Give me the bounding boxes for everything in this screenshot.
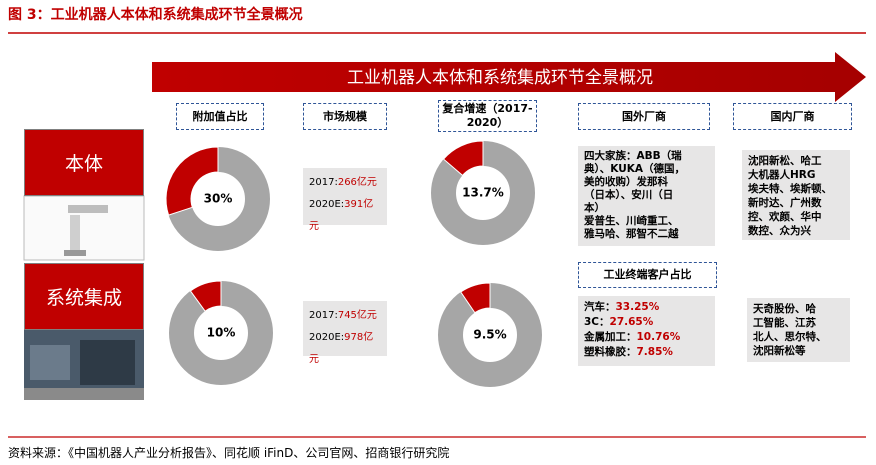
domestic-line: 新时达、广州数	[748, 197, 822, 209]
foreign-line: 典）、KUKA（德国，	[584, 163, 685, 175]
item-label: 汽车：	[584, 301, 616, 313]
foreign-line: 爱普生、川崎重工、	[584, 215, 679, 227]
column-header: 国内厂商	[733, 103, 852, 130]
donut-label: 9.5%	[473, 328, 506, 342]
donut-label: 10%	[207, 326, 236, 340]
customer-line: 3C：27.65%	[584, 315, 709, 330]
robot-image	[23, 195, 145, 261]
item-value: 10.76%	[636, 331, 681, 343]
item-label: 2017:	[309, 310, 338, 321]
banner-text: 工业机器人本体和系统集成环节全景概况	[347, 68, 653, 88]
foreign-line: 四大家族：ABB（瑞	[584, 150, 682, 162]
market-line: 2020E:391亿元	[309, 194, 381, 238]
item-value: 7.85%	[636, 346, 673, 358]
donut-label: 13.7%	[462, 186, 504, 200]
item-label: 2017:	[309, 177, 338, 188]
foreign-line: 美的收购）发那科	[584, 176, 668, 188]
domestic-line: 北人、思尔特、	[753, 331, 827, 343]
domestic-line: 数控、众为兴	[748, 225, 811, 237]
item-value: 27.65%	[609, 316, 654, 328]
customer-line: 塑料橡胶：7.85%	[584, 345, 709, 360]
domestic-line: 沈阳新松等	[753, 345, 806, 357]
donut-slice	[165, 146, 219, 216]
foreign-line: （日本）、安川（日	[584, 189, 674, 201]
domestic-box: 沈阳新松、哈工 大机器人HRG 埃夫特、埃斯顿、 新时达、广州数 控、欢颜、华中 数控、众…	[742, 150, 850, 240]
row-label: 本体	[24, 129, 144, 196]
item-label: 2020E:	[309, 332, 345, 343]
donut-label: 30%	[204, 192, 233, 206]
banner-arrow	[152, 52, 866, 102]
customer-line: 金属加工：10.76%	[584, 330, 709, 345]
customer-header: 工业终端客户占比	[578, 262, 717, 288]
factory-image	[24, 330, 144, 400]
donut-slice	[189, 280, 222, 312]
customer-box: 汽车：33.25% 3C：27.65% 金属加工：10.76% 塑料橡胶：7.85%	[578, 296, 715, 366]
customer-line: 汽车：33.25%	[584, 300, 709, 315]
item-value: 33.25%	[615, 301, 660, 313]
domestic-line: 控、欢颜、华中	[748, 211, 822, 223]
domestic-line: 工智能、江苏	[753, 317, 816, 329]
foreign-line: 雅马哈、那智不二越	[584, 228, 679, 240]
market-line: 2017:745亿元	[309, 305, 381, 327]
market-line: 2017:266亿元	[309, 172, 381, 194]
market-line: 2020E:978亿元	[309, 327, 381, 371]
item-label: 3C：	[584, 316, 610, 328]
foreign-line: 本）	[584, 202, 605, 214]
column-header: 市场规模	[303, 103, 387, 130]
column-header: 国外厂商	[578, 103, 710, 130]
row-label: 系统集成	[24, 263, 144, 330]
title: 图 3：工业机器人本体和系统集成环节全景概况	[8, 7, 303, 23]
item-label: 2020E:	[309, 199, 345, 210]
foreign-box: 四大家族：ABB（瑞 典）、KUKA（德国， 美的收购）发那科 （日本）、安川（日 本）…	[578, 146, 715, 246]
donut-slice	[442, 140, 484, 177]
domestic-line: 大机器人HRG	[748, 169, 816, 181]
item-value: 978亿元	[309, 332, 374, 365]
item-label: 塑料橡胶：	[584, 346, 637, 358]
domestic-line: 天奇股份、哈	[753, 303, 816, 315]
market-box: 2017:745亿元 2020E:978亿元	[303, 301, 387, 365]
domestic-line: 埃夫特、埃斯顿、	[748, 183, 832, 195]
domestic-box: 天奇股份、哈 工智能、江苏 北人、思尔特、 沈阳新松等	[747, 298, 850, 362]
column-header: 复合增速（2017-2020）	[438, 100, 537, 132]
column-header: 附加值占比	[176, 103, 264, 130]
market-box: 2017:266亿元 2020E:391亿元	[303, 168, 387, 232]
donut-slice	[460, 282, 491, 314]
item-value: 266亿元	[337, 177, 377, 188]
item-value: 745亿元	[337, 310, 377, 321]
source: 资料来源：《中国机器人产业分析报告》、同花顺 iFinD、公司官网、招商银行研究…	[8, 446, 450, 460]
item-label: 金属加工：	[584, 331, 637, 343]
item-value: 391亿元	[309, 199, 374, 232]
domestic-line: 沈阳新松、哈工	[748, 155, 822, 167]
